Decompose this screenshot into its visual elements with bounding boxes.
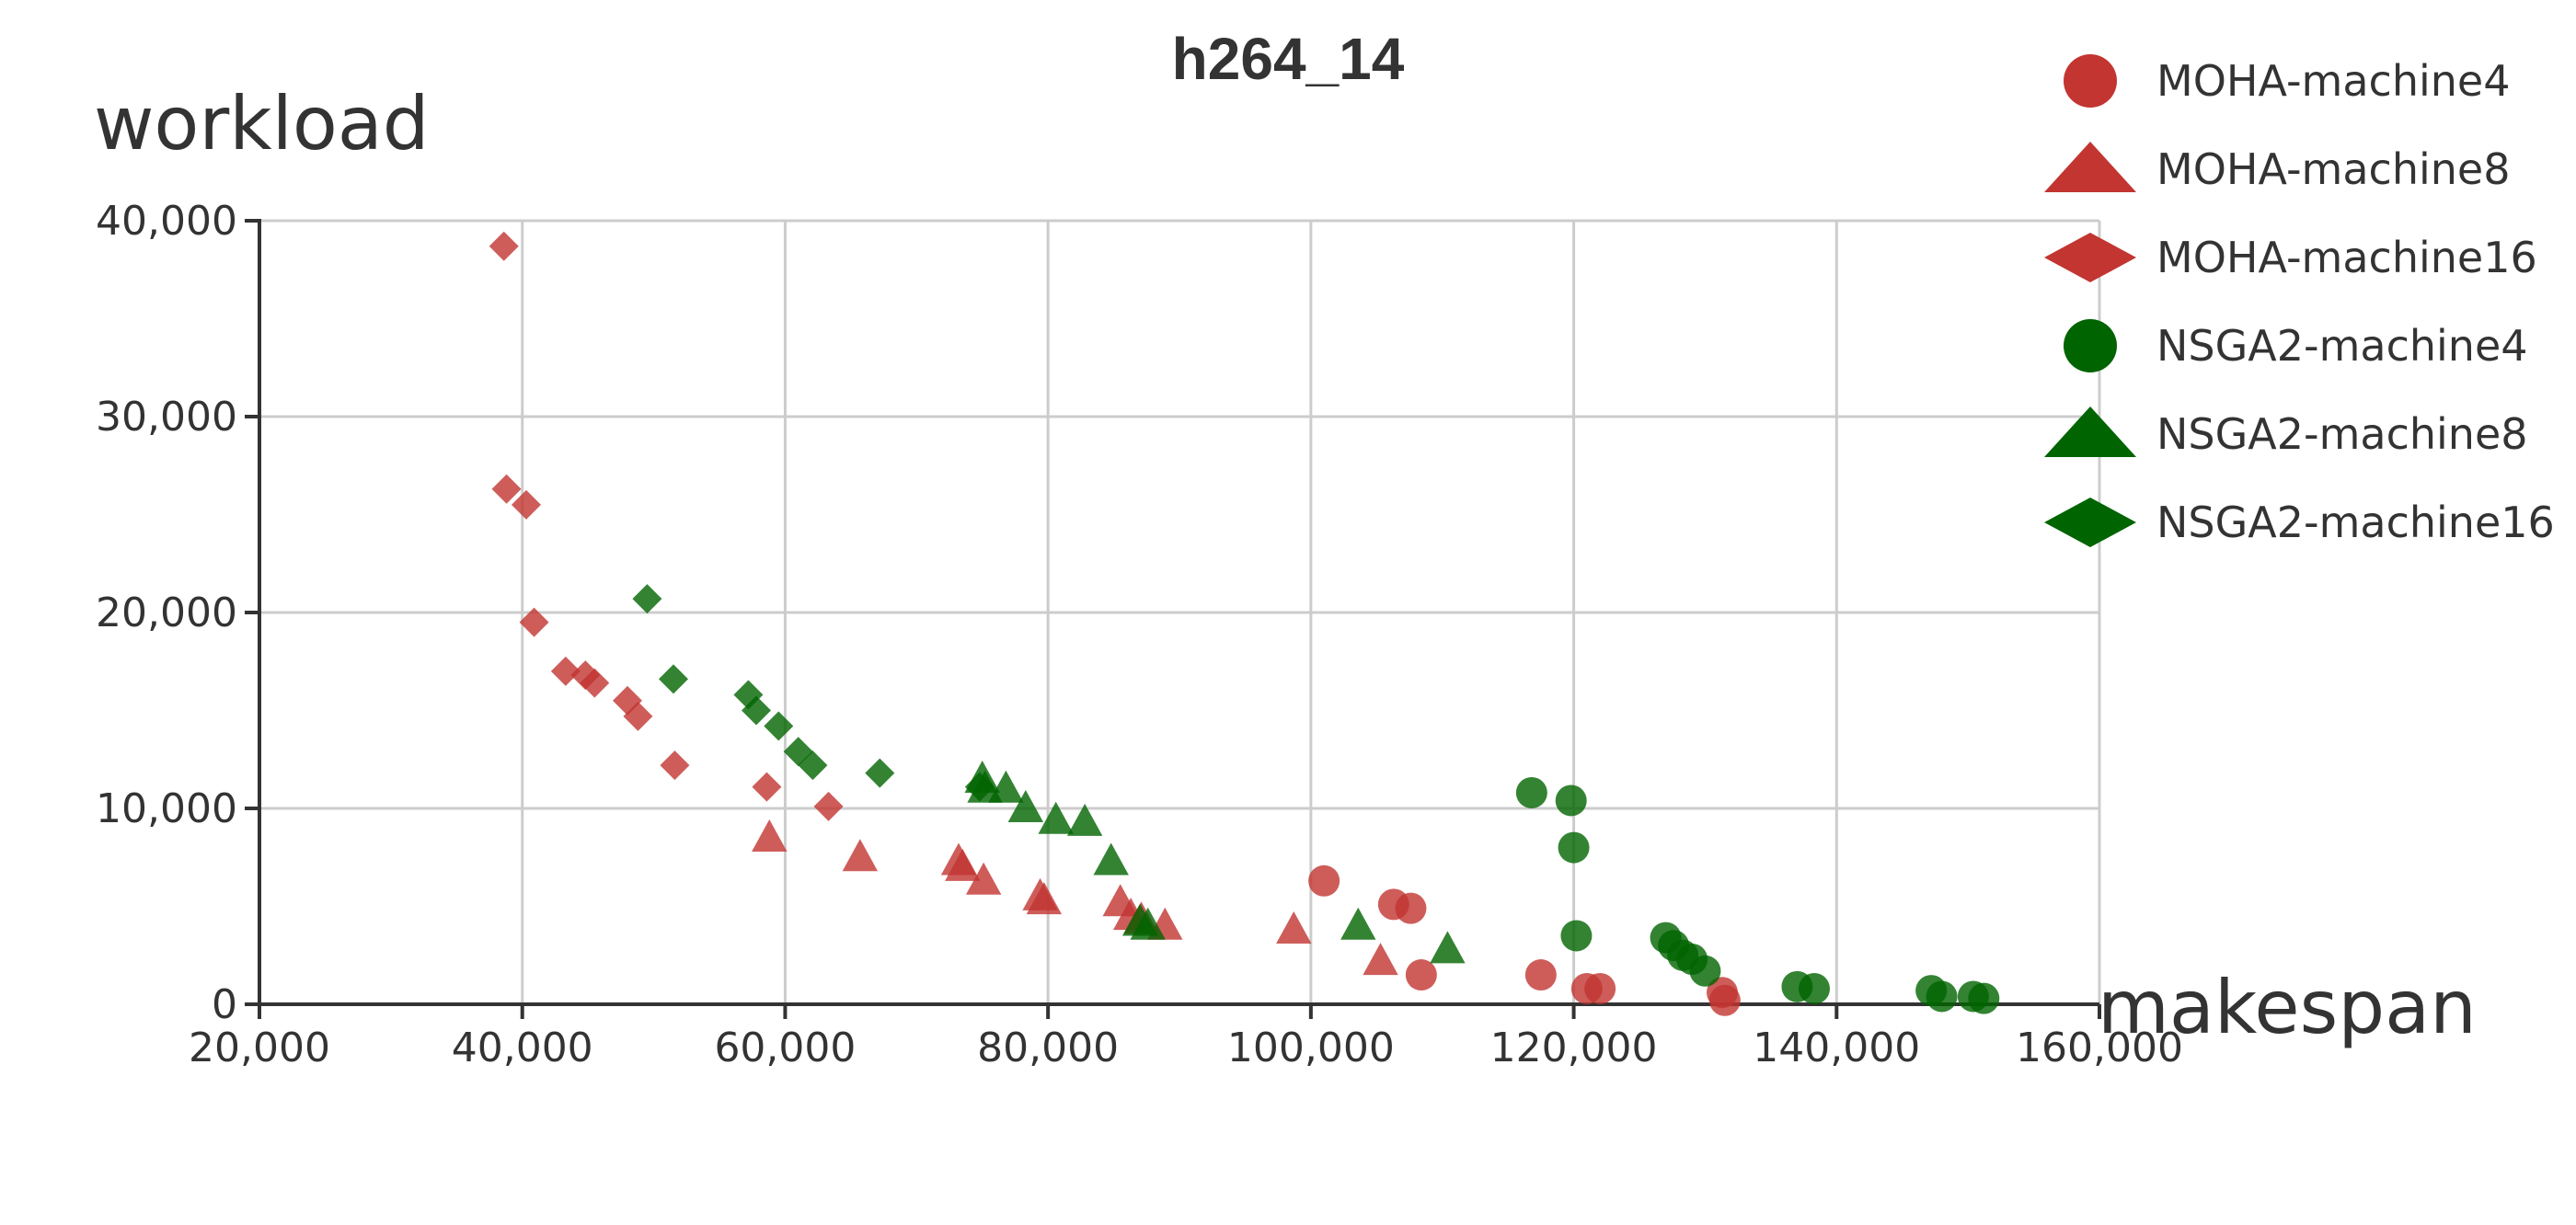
- y-tick-label: 30,000: [96, 394, 237, 441]
- data-point: [512, 489, 541, 520]
- axes: 0 10,000 20,000 30,000 40,000 20,000 40,000 60,…: [96, 198, 2183, 1071]
- series-moha-machine4: [1308, 864, 1741, 1016]
- data-point: [623, 701, 653, 731]
- data-point: [1708, 984, 1741, 1016]
- data-point: [813, 791, 844, 821]
- data-point: [659, 664, 688, 694]
- legend[interactable]: MOHA-machine4 MOHA-machine8 MOHA-machine16…: [2044, 54, 2555, 547]
- data-point: [1584, 972, 1616, 1004]
- data-point: [1066, 803, 1103, 836]
- data-point: [632, 584, 662, 614]
- data-point: [1038, 801, 1074, 834]
- data-point: [1799, 972, 1830, 1004]
- y-tick-label: 10,000: [96, 785, 237, 832]
- legend-marker: [2064, 319, 2117, 372]
- legend-item-moha-machine4[interactable]: MOHA-machine4: [2064, 54, 2511, 108]
- y-axis-title: workload: [94, 81, 430, 166]
- y-tick-label: 0: [212, 981, 237, 1028]
- legend-item-moha-machine8[interactable]: MOHA-machine8: [2044, 142, 2511, 194]
- x-tick-label: 120,000: [1490, 1025, 1658, 1071]
- legend-label: NSGA2-machine16: [2156, 498, 2555, 547]
- data-point: [580, 668, 610, 698]
- legend-label: NSGA2-machine4: [2156, 321, 2528, 371]
- data-point: [489, 231, 519, 261]
- data-point: [798, 750, 828, 781]
- legend-item-nsga2-machine16[interactable]: NSGA2-machine16: [2044, 498, 2555, 547]
- legend-label: MOHA-machine8: [2156, 144, 2511, 194]
- x-tick-label: 160,000: [2016, 1025, 2183, 1071]
- series-nsga2-machine8: [964, 761, 1466, 964]
- y-tick-label: 20,000: [96, 590, 237, 636]
- legend-item-nsga2-machine4[interactable]: NSGA2-machine4: [2064, 319, 2528, 372]
- data-point: [945, 848, 981, 881]
- data-point: [1430, 931, 1466, 964]
- data-point: [1093, 842, 1129, 876]
- x-tick-label: 60,000: [714, 1025, 856, 1071]
- data-point: [764, 711, 794, 741]
- data-point: [964, 772, 995, 802]
- data-point: [842, 839, 879, 872]
- legend-marker: [2064, 54, 2117, 108]
- legend-label: NSGA2-machine8: [2156, 409, 2528, 459]
- legend-marker: [2044, 406, 2136, 457]
- data-point: [1395, 892, 1427, 924]
- data-point: [1926, 980, 1958, 1013]
- x-axis-title: makespan: [2098, 965, 2477, 1050]
- data-point: [752, 772, 782, 802]
- data-point: [1405, 959, 1437, 991]
- data-point: [1560, 920, 1593, 952]
- data-point: [1363, 943, 1398, 976]
- data-point: [1007, 790, 1044, 822]
- data-point: [1026, 882, 1063, 915]
- legend-item-nsga2-machine8[interactable]: NSGA2-machine8: [2044, 406, 2528, 459]
- data-point: [742, 695, 771, 726]
- data-point: [1524, 959, 1557, 991]
- x-tick-label: 20,000: [189, 1025, 330, 1071]
- legend-item-moha-machine16[interactable]: MOHA-machine16: [2044, 233, 2537, 282]
- series-nsga2-machine4: [1515, 776, 2000, 1014]
- data-point: [1340, 907, 1376, 940]
- data-points: [489, 231, 2000, 1016]
- chart-title: h264_14: [1172, 26, 1405, 92]
- data-point: [1968, 982, 2000, 1014]
- series-moha-machine8: [752, 819, 1398, 976]
- data-point: [1555, 784, 1587, 817]
- data-point: [752, 819, 788, 852]
- legend-marker: [2044, 498, 2136, 547]
- x-tick-label: 80,000: [977, 1025, 1119, 1071]
- data-point: [550, 656, 581, 686]
- series-moha-machine16: [489, 231, 844, 821]
- data-point: [1689, 955, 1721, 987]
- x-tick-label: 40,000: [452, 1025, 593, 1071]
- data-point: [1308, 864, 1340, 897]
- data-point: [1515, 776, 1547, 808]
- data-point: [965, 862, 1002, 895]
- x-tick-label: 100,000: [1227, 1025, 1395, 1071]
- legend-label: MOHA-machine4: [2156, 56, 2511, 106]
- data-point: [519, 607, 549, 637]
- data-point: [1276, 911, 1312, 945]
- y-tick-label: 40,000: [96, 198, 237, 245]
- data-point: [491, 474, 522, 504]
- x-tick-label: 140,000: [1753, 1025, 1920, 1071]
- data-point: [1130, 907, 1166, 940]
- legend-label: MOHA-machine16: [2156, 233, 2537, 282]
- data-point: [988, 770, 1024, 803]
- legend-marker: [2044, 142, 2136, 192]
- data-point: [865, 758, 895, 788]
- series-nsga2-machine16: [632, 584, 995, 802]
- legend-marker: [2044, 233, 2136, 282]
- data-point: [1558, 831, 1590, 864]
- data-point: [660, 750, 690, 781]
